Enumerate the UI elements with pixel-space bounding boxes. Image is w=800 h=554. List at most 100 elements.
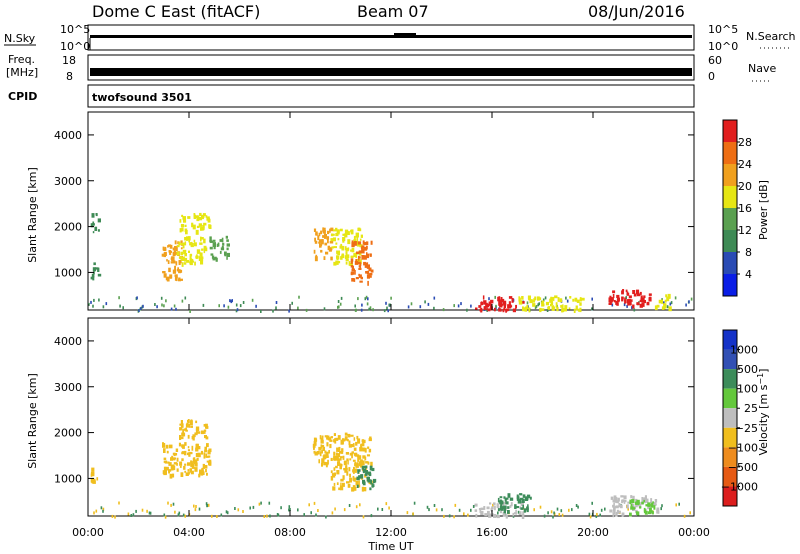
velocity-scatter-point [591, 501, 593, 505]
velocity-echo-cell [348, 444, 352, 448]
power-echo-cell [524, 307, 527, 312]
velocity-echo-cell [208, 461, 212, 466]
velocity-echo-cell [187, 469, 190, 472]
velocity-echo-cell [519, 506, 521, 510]
power-echo-cell [626, 299, 630, 304]
velocity-echo-cell [623, 499, 627, 503]
nsearch-tick-top: 10^5 [708, 23, 738, 36]
velocity-echo-cell [187, 446, 190, 449]
velocity-scatter-point [334, 507, 336, 511]
power-echo-cell [353, 253, 356, 258]
power-echo-cell [191, 259, 194, 263]
velocity-echo-cell [519, 497, 523, 500]
velocity-echo-cell [191, 436, 194, 440]
power-echo-cell [313, 249, 316, 254]
power-echo-cell [344, 229, 349, 235]
power-echo-cell [366, 241, 369, 245]
velocity-echo-cell [620, 495, 624, 498]
velocity-echo-cell [522, 504, 524, 509]
power-scatter-point [591, 307, 593, 311]
power-echo-cell [350, 255, 354, 258]
power-echo-cell [206, 216, 210, 221]
power-scatter-point [666, 305, 669, 309]
velocity-scatter-point [458, 508, 461, 512]
velocity-echo-cell [648, 511, 652, 515]
velocity-scatter-point [443, 514, 445, 518]
velocity-echo-cell [195, 443, 199, 449]
velocity-echo-cell [343, 468, 346, 471]
power-scatter-point [260, 310, 262, 313]
power-scatter-point [239, 304, 242, 308]
power-echo-cell [579, 298, 582, 302]
velocity-echo-cell [652, 511, 654, 515]
power-echo-cell [499, 302, 503, 308]
power-echo-cell [541, 300, 545, 303]
power-echo-cell [364, 241, 367, 246]
power-echo-cell [362, 240, 365, 245]
power-echo-cell [554, 295, 558, 299]
velocity-echo-cell [348, 440, 351, 446]
velocity-echo-cell [182, 429, 185, 434]
velocity-echo-cell [203, 429, 207, 432]
velocity-echo-cell [337, 435, 341, 440]
power-scatter-point [272, 309, 274, 313]
velocity-scatter-point [453, 515, 455, 519]
power-scatter-point [90, 300, 92, 304]
power-echo-cell [624, 299, 626, 304]
velocity-echo-cell [365, 461, 369, 464]
power-echo-cell [369, 273, 373, 276]
power-scatter-point [236, 308, 239, 312]
power-scatter-point [140, 306, 142, 310]
power-echo-cell [356, 251, 360, 254]
velocity-echo-cell [199, 469, 202, 475]
power-echo-cell [181, 240, 183, 245]
power-scatter-point [685, 303, 687, 307]
power-scatter-point [251, 298, 254, 302]
power-echo-cell [359, 274, 362, 278]
power-echo-cell [200, 252, 203, 257]
velocity-echo-cell [333, 472, 336, 476]
velocity-scatter-point [435, 508, 438, 512]
power-scatter-point [235, 309, 238, 313]
velocity-echo-cell [364, 447, 367, 453]
velocity-echo-cell [341, 448, 344, 452]
velocity-scatter-point [441, 508, 443, 512]
velocity-echo-cell [171, 457, 176, 461]
power-echo-cell [639, 299, 643, 303]
velocity-echo-cell [185, 423, 188, 428]
power-echo-cell [363, 261, 367, 266]
velocity-echo-cell [514, 504, 517, 509]
power-echo-cell [366, 264, 370, 269]
power-echo-cell [345, 254, 348, 258]
velocity-echo-cell [321, 462, 323, 467]
power-echo-cell [509, 305, 513, 308]
power-echo-cell [226, 247, 229, 251]
velocity-echo-cell [207, 455, 211, 458]
cpid-program: twofsound 3501 [92, 91, 192, 104]
power-echo-cell [353, 236, 356, 240]
power-echo-cell [666, 297, 670, 302]
velocity-scatter-point [355, 505, 358, 509]
power-scatter-point [160, 296, 163, 300]
power-echo-cell [649, 296, 652, 299]
power-echo-cell [356, 237, 359, 242]
velocity-echo-cell [332, 486, 336, 491]
velocity-echo-cell [355, 463, 359, 468]
power-echo-cell [95, 267, 99, 270]
velocity-echo-cell [185, 472, 189, 476]
power-echo-cell [314, 256, 318, 262]
power-echo-cell [327, 245, 331, 251]
velocity-echo-cell [166, 450, 169, 454]
velocity-scatter-point [561, 513, 564, 517]
velocity-echo-cell [206, 460, 209, 463]
power-scatter-point [181, 299, 184, 303]
velocity-echo-cell [170, 457, 173, 461]
velocity-scatter-point [102, 507, 105, 511]
velocity-echo-cell [367, 446, 370, 449]
velocity-echo-cell [632, 507, 636, 510]
power-scatter-point [566, 299, 569, 303]
power-echo-cell [176, 245, 180, 248]
power-echo-cell [335, 227, 338, 232]
power-echo-cell [184, 224, 187, 227]
velocity-echo-cell [612, 504, 614, 508]
